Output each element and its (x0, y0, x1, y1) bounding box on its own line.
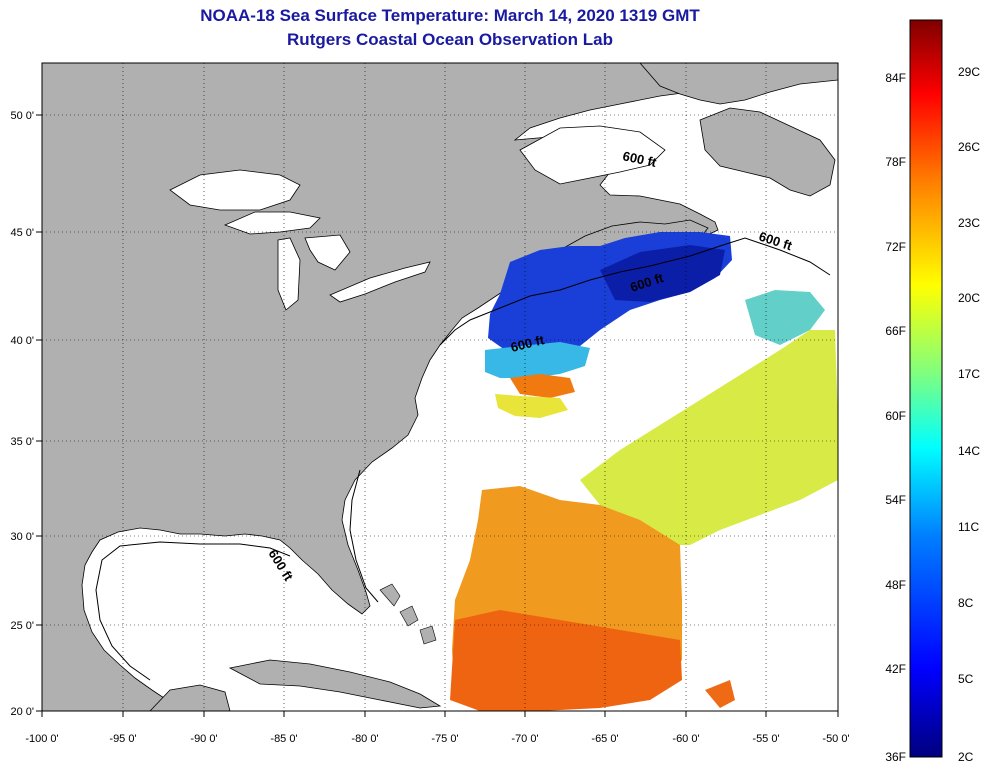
lon-label: -80 0' (351, 733, 378, 745)
graticule (42, 63, 838, 711)
lat-label: 20 0' (10, 706, 34, 718)
colorbar-c-label: 8C (958, 596, 974, 610)
sst-orange-gulfstream-eddy (510, 374, 575, 398)
lat-label: 40 0' (10, 335, 34, 347)
latitude-labels: 50 0' 45 0' 40 0' 35 0' 30 0' 25 0' 20 0… (10, 110, 34, 718)
colorbar-f-label: 72F (885, 240, 906, 254)
map-frame (41, 62, 839, 712)
colorbar (909, 19, 943, 758)
colorbar-c-label: 11C (958, 520, 979, 534)
colorbar-c-label: 5C (958, 672, 974, 686)
colorbar-c-label: 17C (958, 367, 980, 381)
colorbar-c-label: 23C (958, 216, 980, 230)
lat-label: 35 0' (10, 436, 34, 448)
sst-yellow-plume (495, 394, 568, 418)
bahamas-land (379, 583, 437, 645)
sst-offshore-yellow-green (580, 330, 838, 545)
lake-michigan (277, 237, 301, 311)
st-lawrence-gulf (519, 125, 666, 185)
sst-red-orange-south (450, 610, 682, 711)
colorbar-f-label: 60F (885, 409, 906, 423)
map-title: NOAA-18 Sea Surface Temperature: March 1… (200, 6, 700, 25)
longitude-labels: -100 0' -95 0' -90 0' -85 0' -80 0' -75 … (25, 733, 849, 745)
sst-deep-blue-patch (600, 245, 725, 302)
contour-label: 600 ft (621, 148, 658, 170)
colorbar-f-label: 48F (885, 578, 906, 592)
lon-label: -65 0' (591, 733, 618, 745)
lon-label: -50 0' (822, 733, 849, 745)
colorbar-c-label: 29C (958, 65, 980, 79)
newfoundland-land (699, 107, 836, 197)
colorbar-celsius-labels: 29C 26C 23C 20C 17C 14C 11C 8C 5C 2C (958, 65, 980, 764)
colorbar-f-label: 66F (885, 324, 906, 338)
lat-label: 50 0' (10, 110, 34, 122)
colorbar-f-label: 36F (885, 750, 906, 764)
yucatan-land (149, 684, 231, 711)
colorbar-c-label: 2C (958, 750, 974, 764)
cuba-land (228, 659, 442, 709)
sst-teal-northeast (745, 290, 825, 345)
hudson-bay-water (169, 169, 301, 211)
colorbar-f-label: 78F (885, 155, 906, 169)
lon-label: -60 0' (672, 733, 699, 745)
lon-label: -75 0' (431, 733, 458, 745)
lon-label: -70 0' (511, 733, 538, 745)
lon-label: -100 0' (25, 733, 58, 745)
lat-label: 30 0' (10, 531, 34, 543)
sst-teal-shelf (485, 342, 590, 378)
lat-label: 25 0' (10, 620, 34, 632)
colorbar-f-label: 54F (885, 493, 906, 507)
lon-label: -90 0' (190, 733, 217, 745)
map-subtitle: Rutgers Coastal Ocean Observation Lab (287, 30, 613, 49)
lake-erie-ontario (329, 261, 431, 303)
colorbar-c-label: 26C (958, 140, 980, 154)
colorbar-f-label: 84F (885, 71, 906, 85)
lat-label: 45 0' (10, 227, 34, 239)
lake-huron (304, 234, 351, 271)
sst-orange-southeast-patch (705, 680, 735, 708)
colorbar-f-label: 42F (885, 662, 906, 676)
lon-label: -55 0' (752, 733, 779, 745)
lon-label: -85 0' (270, 733, 297, 745)
axis-ticks (36, 114, 839, 717)
labrador-land (639, 63, 838, 105)
colorbar-fahrenheit-labels: 84F 78F 72F 66F 60F 54F 48F 42F 36F (885, 71, 906, 764)
lon-label: -95 0' (109, 733, 136, 745)
colorbar-c-label: 14C (958, 444, 980, 458)
lake-superior (223, 211, 321, 235)
colorbar-c-label: 20C (958, 291, 980, 305)
